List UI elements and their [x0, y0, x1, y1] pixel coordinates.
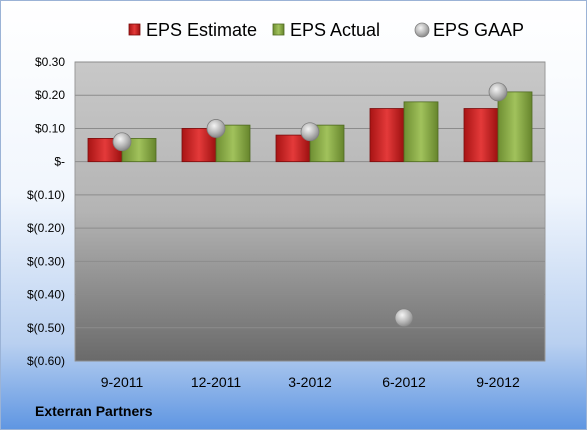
- legend: EPS Estimate EPS Actual EPS GAAP: [128, 20, 524, 40]
- marker-eps-gaap: [206, 119, 226, 138]
- y-tick-label: $(0.30): [27, 254, 65, 268]
- y-tick-label: $(0.10): [27, 188, 65, 202]
- y-tick-label: $(0.20): [27, 221, 65, 235]
- gaap-markers: [112, 82, 508, 328]
- legend-label-eps-gaap: EPS GAAP: [433, 20, 524, 40]
- bar-eps-estimate: [463, 108, 499, 163]
- x-tick-label: 3-2012: [288, 374, 332, 390]
- bar-eps-estimate: [369, 108, 405, 163]
- legend-label-eps-actual: EPS Actual: [290, 20, 380, 40]
- x-tick-label: 9-2011: [101, 374, 144, 390]
- y-tick-label: $(0.60): [27, 354, 65, 368]
- x-tick-label: 12-2011: [191, 374, 242, 390]
- marker-eps-gaap: [112, 132, 132, 152]
- y-tick-label: $(0.50): [27, 321, 65, 335]
- bar-eps-actual: [497, 91, 533, 163]
- marker-eps-gaap: [488, 82, 508, 102]
- y-tick-label: $(0.40): [27, 288, 65, 302]
- legend-swatch-eps-gaap: [414, 22, 430, 38]
- plot-area: [74, 61, 546, 362]
- y-axis-ticks: $0.30 $0.20 $0.10 $- $(0.10) $(0.20) $(0.30) $(…: [27, 55, 65, 368]
- y-tick-label: $0.20: [35, 88, 65, 102]
- company-name: Exterran Partners: [35, 403, 153, 419]
- marker-eps-gaap: [394, 308, 414, 328]
- legend-swatch-eps-actual: [272, 23, 285, 36]
- x-axis-categories: 9-2011 12-2011 3-2012 6-2012 9-2012: [101, 374, 520, 390]
- y-tick-label: $0.30: [35, 55, 65, 69]
- y-tick-label: $0.10: [35, 121, 65, 135]
- marker-eps-gaap: [300, 122, 320, 142]
- bar-eps-estimate: [275, 134, 311, 163]
- legend-swatch-eps-estimate: [128, 23, 141, 36]
- y-tick-label: $-: [54, 155, 65, 169]
- x-tick-label: 6-2012: [382, 374, 426, 390]
- legend-label-eps-estimate: EPS Estimate: [146, 20, 257, 40]
- x-tick-label: 9-2012: [476, 374, 520, 390]
- bar-eps-actual: [403, 101, 439, 163]
